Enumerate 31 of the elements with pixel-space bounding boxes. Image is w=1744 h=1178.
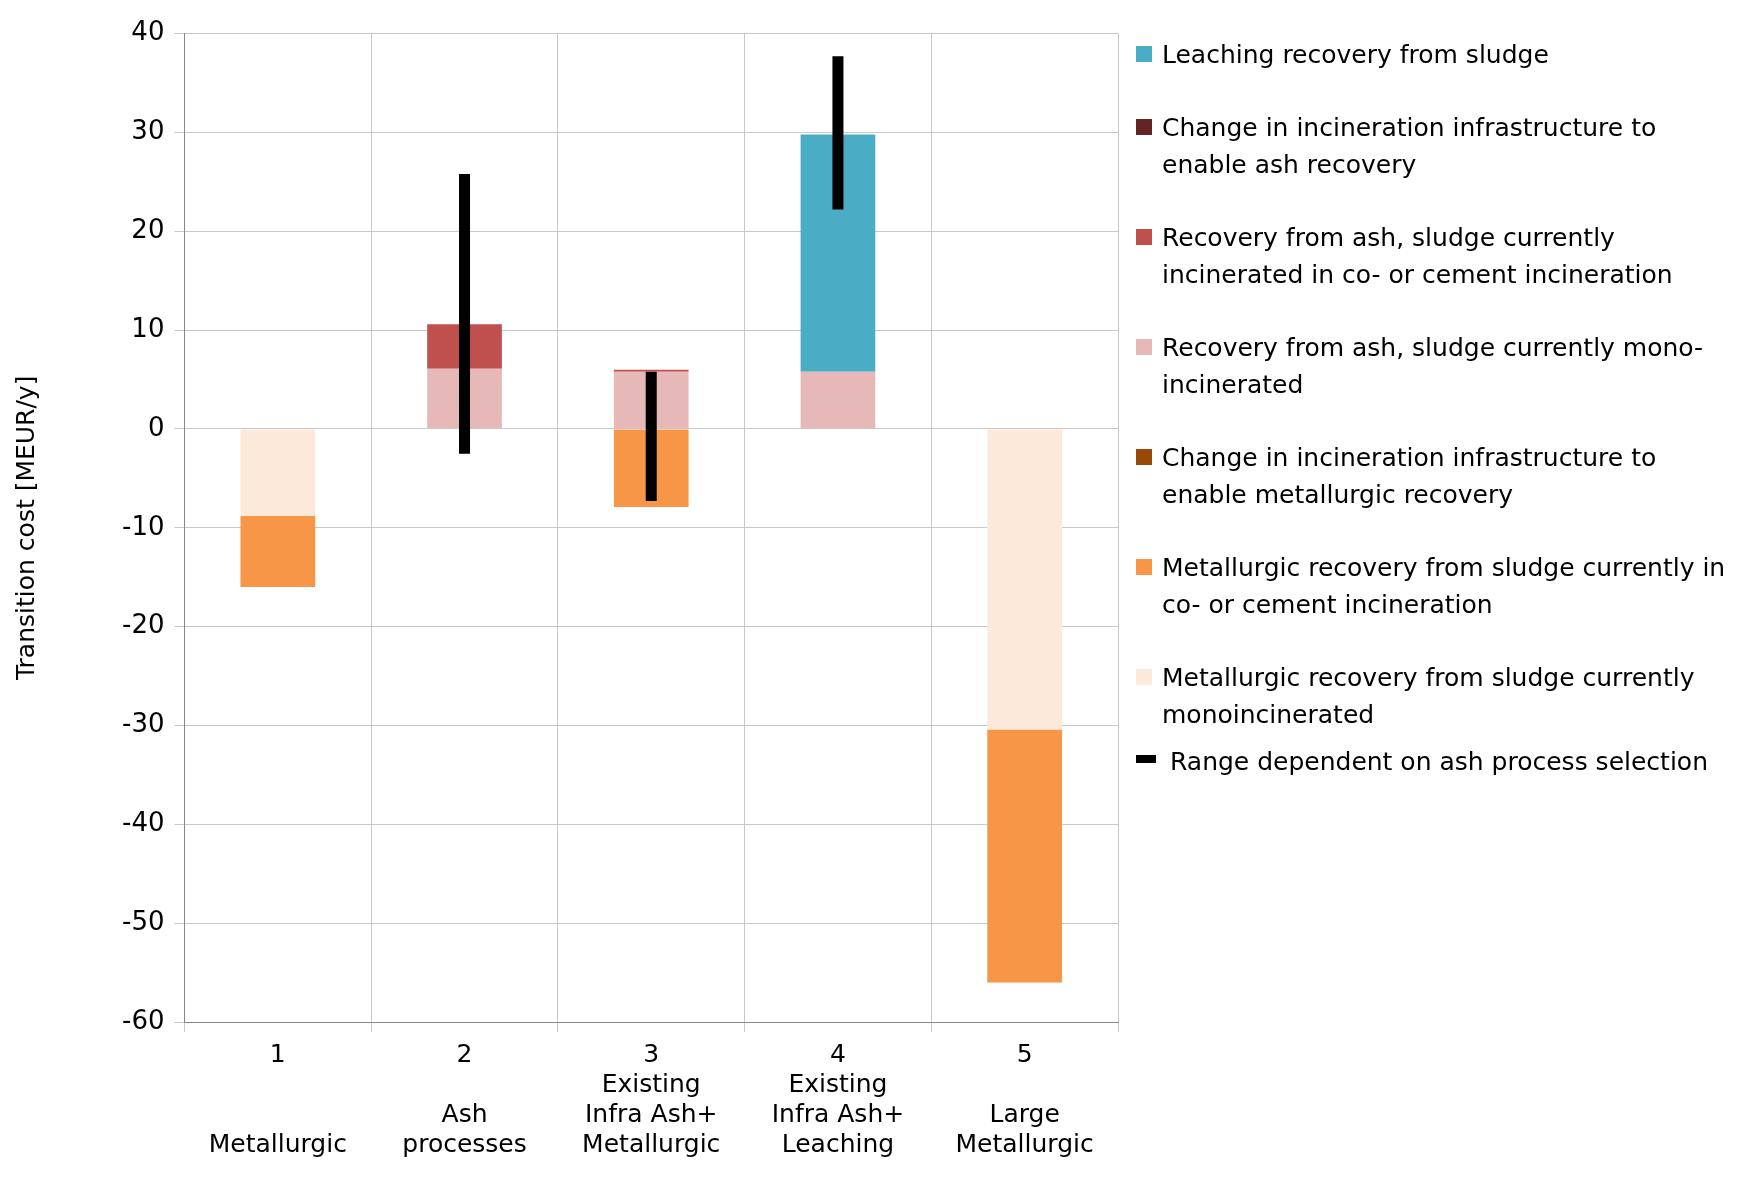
y-tick-label: -60: [122, 1004, 165, 1035]
y-tick-label: -50: [122, 905, 165, 936]
y-tick-label: -30: [122, 708, 165, 739]
y-tick-label: 0: [147, 411, 165, 442]
y-tick-label: 40: [131, 16, 165, 47]
y-tick-label: 20: [131, 214, 165, 245]
bar: [987, 429, 1062, 730]
y-tick-label: 30: [131, 115, 165, 146]
y-tick-label: -10: [122, 510, 165, 541]
y-axis-title: Transition cost [MEUR/y]: [10, 375, 40, 682]
category-label: 1 Metallurgic: [208, 1038, 347, 1158]
x-tick-label: 4 Existing Infra Ash+ Leaching: [771, 1038, 905, 1158]
legend-label: Change in incineration infrastructure to enable metallurgic recovery: [1162, 442, 1658, 511]
x-tick-label: 3 Existing Infra Ash+ Metallurgic: [582, 1038, 721, 1158]
bar: [800, 134, 876, 372]
legend-label: Change in incineration infrastructure to enable ash recovery: [1162, 112, 1658, 181]
legend-label: Leaching recovery from sludge: [1162, 39, 1549, 71]
y-tick-label: -20: [122, 609, 165, 640]
bar: [240, 429, 316, 516]
bar: [800, 371, 876, 429]
legend-label: Recovery from ash, sludge currently mono-incinerated: [1162, 332, 1705, 401]
legend-label: Recovery from ash, sludge currently incinerated in co- or cement incineration: [1162, 222, 1674, 291]
category-label: 2 Ash processes: [402, 1038, 527, 1158]
legend-label: Metallurgic recovery from sludge currently monoincinerated: [1162, 662, 1696, 731]
bar: [240, 515, 316, 588]
bar: [987, 729, 1062, 983]
legend-label: Range dependent on ash process selection: [1170, 746, 1708, 778]
y-tick-label: -40: [122, 807, 165, 838]
y-tick-label: 10: [131, 312, 165, 343]
legend-label: Metallurgic recovery from sludge currently in co- or cement incineration: [1162, 552, 1727, 621]
category-label: 5 Large Metallurgic: [955, 1038, 1094, 1158]
